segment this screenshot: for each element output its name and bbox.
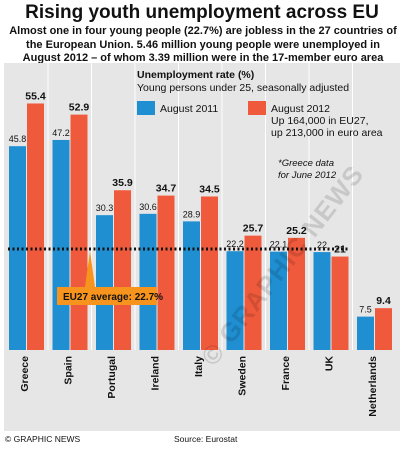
category-label-portugal: Portugal bbox=[106, 356, 118, 399]
average-label-box bbox=[57, 250, 157, 305]
bar-uk-2012 bbox=[331, 256, 349, 350]
category-label-france: France bbox=[280, 356, 292, 391]
value-label: 30.3 bbox=[96, 203, 114, 213]
chart-subtitle: Almost one in four young people (22.7%) … bbox=[9, 25, 397, 64]
legend-note-2: up 213,000 in euro area bbox=[271, 127, 383, 139]
category-label-spain: Spain bbox=[63, 356, 75, 385]
value-label: 55.4 bbox=[25, 90, 46, 102]
axis-title: Unemployment rate (%) bbox=[137, 69, 254, 81]
value-label: 47.2 bbox=[52, 128, 70, 138]
bar-portugal-2011 bbox=[96, 215, 113, 350]
bar-netherlands-2011 bbox=[357, 316, 374, 350]
chart-title: Rising youth unemployment across EU bbox=[25, 2, 379, 23]
legend-swatch-2011 bbox=[137, 101, 155, 115]
bar-ireland-2011 bbox=[139, 213, 157, 350]
bar-spain-2011 bbox=[52, 139, 70, 350]
bar-france-2012 bbox=[288, 237, 305, 350]
legend-swatch-2012 bbox=[248, 101, 266, 115]
value-label: 22.1 bbox=[270, 240, 288, 250]
bar-sweden-2011 bbox=[226, 251, 244, 350]
legend-note-1: Up 164,000 in EU27, bbox=[271, 115, 368, 127]
value-label: 28.9 bbox=[183, 209, 201, 219]
value-label: 22 bbox=[317, 240, 327, 250]
bar-spain-2012 bbox=[70, 114, 88, 350]
source-text: Source: Eurostat bbox=[174, 434, 238, 444]
bar-ireland-2012 bbox=[157, 195, 175, 350]
value-label: 25.7 bbox=[243, 223, 264, 235]
category-label-greece: Greece bbox=[19, 356, 31, 392]
average-label: EU27 average: 22.7% bbox=[63, 292, 163, 303]
bar-uk-2011 bbox=[313, 252, 331, 350]
bar-italy-2012 bbox=[201, 196, 218, 350]
category-label-sweden: Sweden bbox=[237, 356, 249, 396]
category-label-italy: Italy bbox=[193, 356, 205, 377]
bar-netherlands-2012 bbox=[375, 308, 392, 350]
value-label: 9.4 bbox=[376, 295, 391, 307]
category-label-uk: UK bbox=[324, 356, 336, 372]
value-label: 21 bbox=[334, 244, 346, 256]
bar-france-2011 bbox=[270, 251, 287, 350]
bar-greece-2012 bbox=[27, 103, 44, 350]
axis-subtitle: Young persons under 25, seasonally adjus… bbox=[137, 82, 349, 94]
legend-label-2012: August 2012 bbox=[271, 103, 330, 115]
value-label: 35.9 bbox=[112, 177, 133, 189]
bar-portugal-2012 bbox=[114, 190, 131, 350]
value-label: 30.6 bbox=[139, 202, 157, 212]
bar-italy-2011 bbox=[183, 221, 200, 350]
value-label: 22.2 bbox=[226, 239, 244, 249]
bar-sweden-2012 bbox=[244, 235, 262, 350]
value-label: 34.7 bbox=[156, 183, 177, 195]
value-label: 34.5 bbox=[199, 183, 220, 195]
value-label: 52.9 bbox=[69, 102, 90, 114]
credit-text: © GRAPHIC NEWS bbox=[5, 434, 81, 444]
legend-label-2011: August 2011 bbox=[160, 103, 218, 115]
footnote-line-1: *Greece data bbox=[278, 158, 334, 169]
value-label: 25.2 bbox=[286, 225, 307, 237]
value-label: 45.8 bbox=[9, 134, 27, 144]
value-label: 7.5 bbox=[359, 305, 372, 315]
category-label-ireland: Ireland bbox=[150, 356, 162, 390]
category-label-netherlands: Netherlands bbox=[367, 356, 379, 417]
footnote-line-2: for June 2012 bbox=[278, 170, 337, 181]
